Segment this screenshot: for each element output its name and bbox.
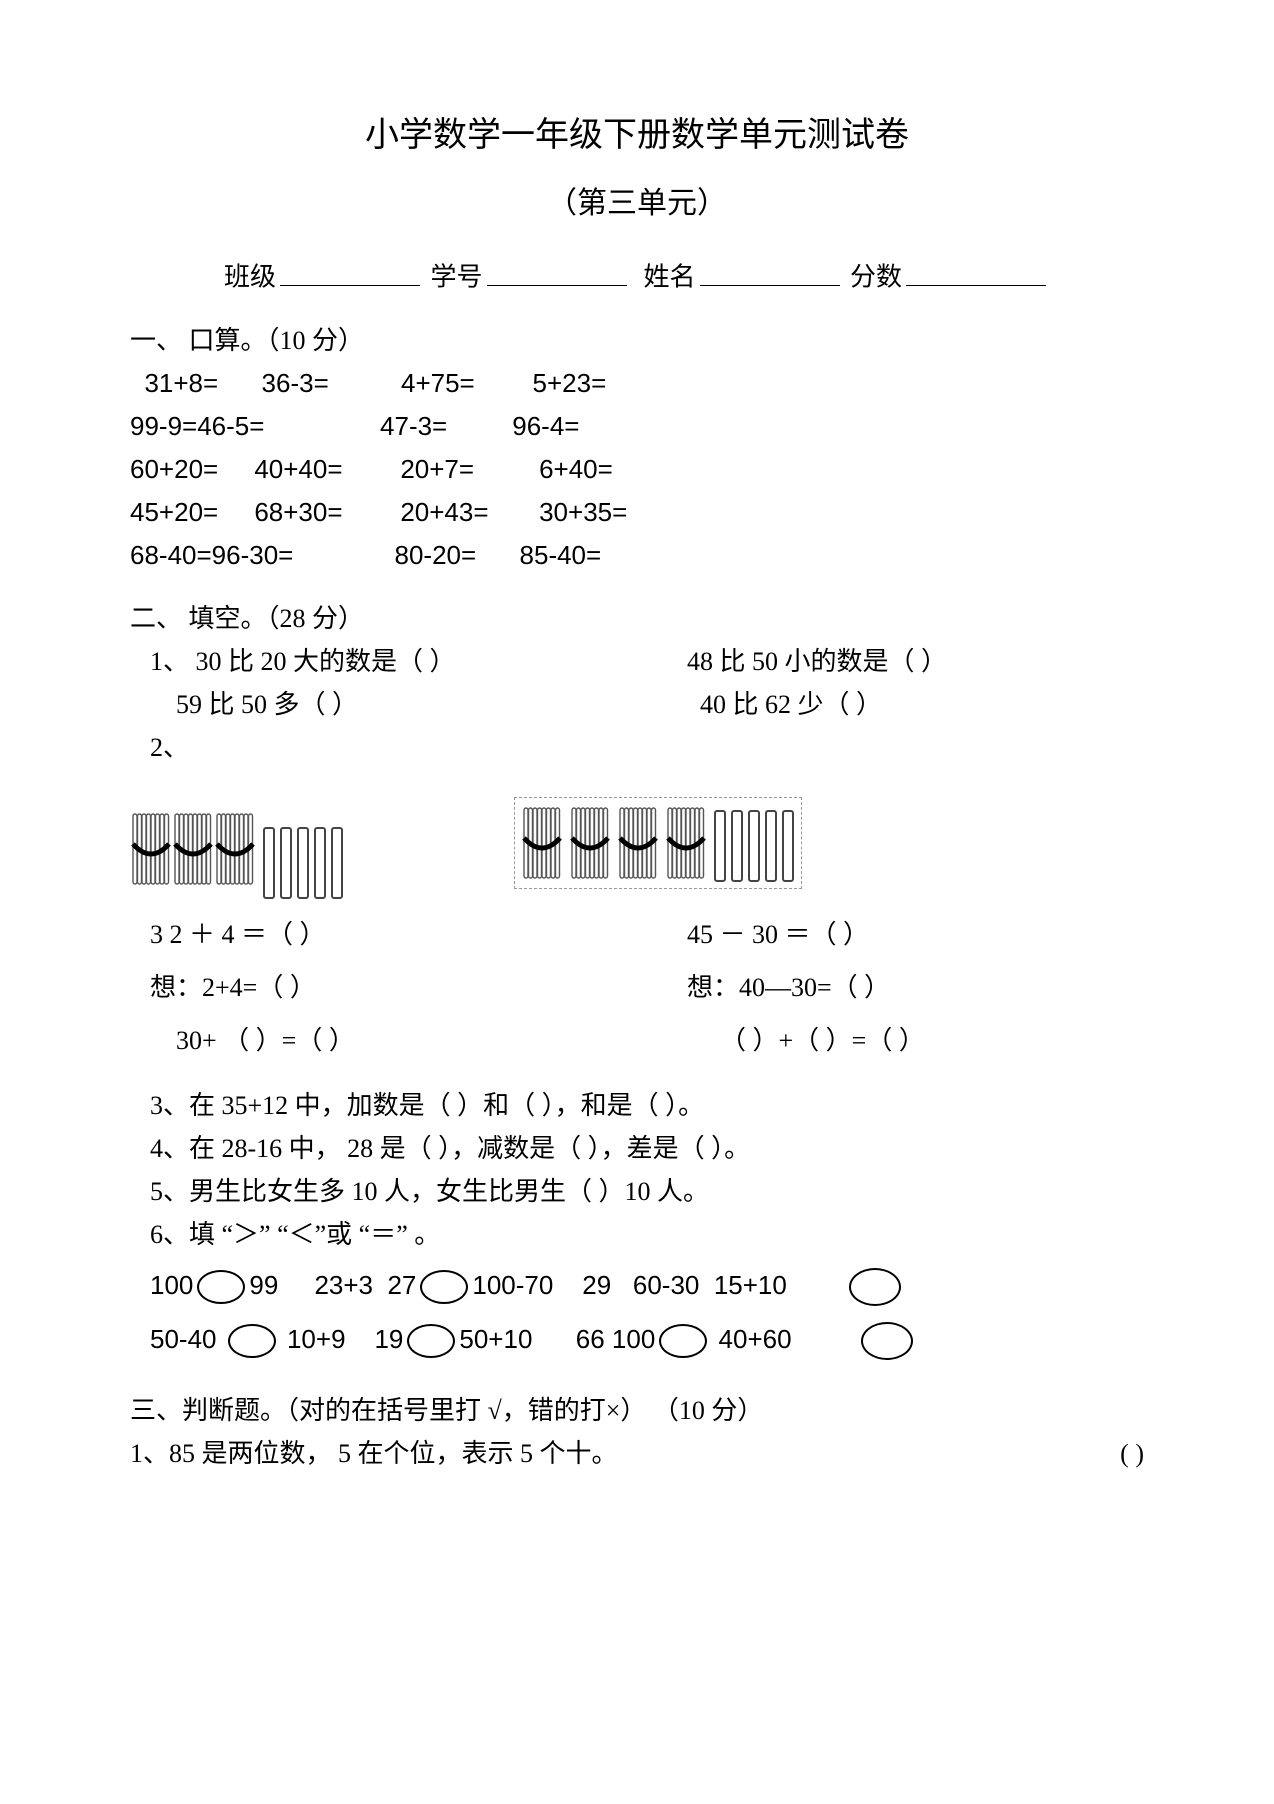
worksheet-page: 小学数学一年级下册数学单元测试卷 （第三单元） 班级 学号 姓名 分数 一、 口…	[0, 0, 1274, 1804]
section-2-heading: 二、 填空。（28 分）	[130, 599, 1144, 638]
section-3-heading: 三、判断题。（对的在括号里打 √，错的打×） （10 分）	[130, 1391, 1144, 1430]
q1c: 59 比 50 多（ ）	[176, 685, 620, 724]
compare-oval[interactable]	[407, 1324, 455, 1358]
eqR1: 45 － 30 ＝（ ）	[687, 915, 1144, 954]
calc-row: 45+20= 68+30= 20+43= 30+35=	[130, 493, 1144, 532]
eqL3: 30+ （ ）=（ ）	[130, 1021, 600, 1060]
compare-oval[interactable]	[420, 1270, 468, 1304]
q2-eq2: 想：2+4=（ ） 想：40―30=（ ）	[130, 968, 1144, 1007]
calc-row: 68-40=96-30= 80-20= 85-40=	[130, 536, 1144, 575]
eqR3: （ ）+（ ）=（ ）	[680, 1021, 1144, 1060]
eqL1: 3 2 ＋ 4 ＝（ ）	[130, 915, 607, 954]
eqR2: 想：40―30=（ ）	[687, 968, 1144, 1007]
fig-left	[130, 797, 344, 899]
label-name: 姓名	[644, 263, 696, 292]
section-2: 二、 填空。（28 分） 1、 30 比 20 大的数是（ ） 48 比 50 …	[130, 599, 1144, 1367]
label-score: 分数	[850, 263, 902, 292]
q6-grid: 10099 23+3 27100-70 29 60-30 15+10 50-40…	[130, 1258, 1144, 1367]
compare-oval[interactable]	[197, 1270, 245, 1304]
q2-eq3: 30+ （ ）=（ ） （ ）+（ ）=（ ）	[130, 1021, 1144, 1060]
calc-row: 60+20= 40+40= 20+7= 6+40=	[130, 450, 1144, 489]
q3: 3、在 35+12 中，加数是（ ）和（ ），和是（ ）。	[130, 1086, 1144, 1125]
calc-row: 31+8= 36-3= 4+75= 5+23=	[130, 364, 1144, 403]
judge-paren[interactable]: ( )	[1120, 1434, 1144, 1473]
page-subtitle: （第三单元）	[130, 181, 1144, 226]
student-info-line: 班级 学号 姓名 分数	[130, 256, 1144, 297]
q1d: 40 比 62 少（ ）	[700, 685, 1144, 724]
cmp: 50-40 10+9	[150, 1324, 346, 1354]
q1b: 48 比 50 小的数是（ ）	[687, 642, 1144, 681]
page-title: 小学数学一年级下册数学单元测试卷	[130, 110, 1144, 161]
q2-label: 2、	[130, 728, 1144, 767]
calc-row: 99-9=46-5= 47-3= 96-4=	[130, 407, 1144, 446]
cmp: 23+3 27100-70	[314, 1270, 553, 1300]
q1a: 1、 30 比 20 大的数是（ ）	[150, 642, 607, 681]
s3-q1: 1、85 是两位数， 5 在个位，表示 5 个十。 ( )	[130, 1434, 1144, 1473]
eqL2: 想：2+4=（ ）	[130, 968, 607, 1007]
compare-oval[interactable]	[849, 1268, 901, 1306]
compare-oval[interactable]	[861, 1322, 913, 1360]
section-1: 一、 口算。（10 分） 31+8= 36-3= 4+75= 5+23= 99-…	[130, 321, 1144, 575]
compare-oval[interactable]	[228, 1324, 276, 1358]
label-class: 班级	[224, 263, 276, 292]
q1-row2: 59 比 50 多（ ） 40 比 62 少（ ）	[130, 685, 1144, 724]
blank-score[interactable]	[906, 256, 1046, 286]
q2-figures	[130, 797, 1144, 899]
compare-oval[interactable]	[659, 1324, 707, 1358]
q4: 4、在 28-16 中， 28 是（ ），减数是（ ），差是（ ）。	[130, 1129, 1144, 1168]
blank-id[interactable]	[487, 256, 627, 286]
q5: 5、男生比女生多 10 人，女生比男生（ ）10 人。	[130, 1172, 1144, 1211]
fig-right	[514, 797, 802, 899]
cmp: 66 100 40+60	[576, 1324, 792, 1354]
cmp: 1950+10	[374, 1324, 532, 1354]
cmp: 29 60-30 15+10	[582, 1270, 787, 1300]
section-1-heading: 一、 口算。（10 分）	[130, 321, 1144, 360]
q6-heading: 6、填 “＞” “＜”或 “＝” 。	[130, 1215, 1144, 1254]
cmp: 10099	[150, 1270, 278, 1300]
q2-eq1: 3 2 ＋ 4 ＝（ ） 45 － 30 ＝（ ）	[130, 915, 1144, 954]
q1-row1: 1、 30 比 20 大的数是（ ） 48 比 50 小的数是（ ）	[130, 642, 1144, 681]
label-id: 学号	[430, 263, 482, 292]
blank-name[interactable]	[700, 256, 840, 286]
blank-class[interactable]	[280, 256, 420, 286]
section-3: 三、判断题。（对的在括号里打 √，错的打×） （10 分） 1、85 是两位数，…	[130, 1391, 1144, 1473]
